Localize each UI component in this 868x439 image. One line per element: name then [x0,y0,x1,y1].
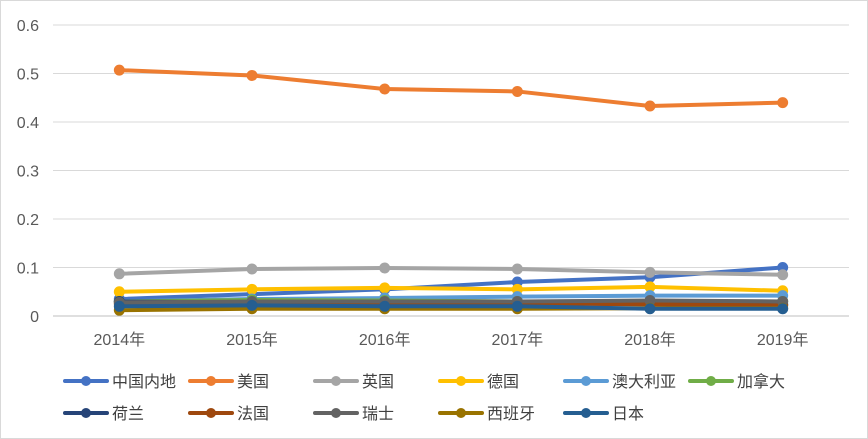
data-point [113,300,125,312]
data-point [246,263,258,275]
legend-label: 美国 [237,373,269,391]
legend-label: 法国 [237,405,269,423]
data-point [511,85,523,97]
legend-label: 英国 [362,373,394,391]
series-group [113,262,789,281]
legend-marker [331,408,341,418]
data-point [246,283,258,295]
legend-label: 澳大利亚 [612,373,676,391]
legend-item: 荷兰 [63,405,144,423]
y-tick-label: 0.3 [17,164,39,181]
y-tick-label: 0.6 [17,18,39,35]
y-tick-label: 0.1 [17,261,39,278]
legend-label: 德国 [487,373,519,391]
legend-label: 加拿大 [737,372,785,391]
legend-item: 日本 [563,405,644,423]
legend-label: 荷兰 [112,405,144,423]
series-line [117,303,785,311]
legend-item: 中国内地 [63,373,176,391]
x-tick-label: 2019年 [757,331,809,349]
legend-marker [456,376,466,386]
x-tick-label: 2015年 [226,331,278,349]
legend-marker [206,408,216,418]
data-point [644,303,656,315]
series-line [117,298,785,305]
data-point [644,100,656,112]
data-point [246,299,258,311]
legend-item: 瑞士 [313,405,394,423]
y-tick-label: 0.4 [17,115,39,132]
data-point [113,64,125,76]
data-point [511,300,523,312]
data-point [379,282,391,294]
data-point [777,269,789,281]
legend-item: 法国 [188,405,269,423]
series-group [113,64,789,112]
legend-marker [331,376,341,386]
series-group [113,299,789,315]
legend-label: 中国内地 [112,373,176,391]
x-tick-label: 2016年 [359,331,411,349]
legend-item: 美国 [188,373,269,391]
y-tick-label: 0 [30,309,39,326]
data-point [379,300,391,312]
series-line [117,265,785,277]
legend-marker [581,376,591,386]
y-tick-label: 0.2 [17,212,39,229]
legend-label: 日本 [612,405,644,423]
series-line [117,284,785,294]
x-tick-label: 2014年 [94,331,146,349]
x-tick-label: 2017年 [492,331,544,349]
data-point [113,286,125,298]
legend-label: 瑞士 [362,405,394,423]
legend-marker [81,408,91,418]
legend-item: 加拿大 [688,372,785,391]
series-line [117,68,785,108]
data-point [379,83,391,95]
data-point [644,266,656,278]
legend-item: 西班牙 [438,405,535,423]
data-point [777,97,789,109]
series-group [113,281,789,298]
legend-item: 英国 [313,373,394,391]
data-point [511,263,523,275]
legend-marker [706,376,716,386]
legend-item: 德国 [438,373,519,391]
data-point [246,69,258,81]
data-point [379,262,391,274]
data-point [777,303,789,315]
series-lines [113,64,789,316]
legend-marker [456,408,466,418]
legend-item: 澳大利亚 [563,373,676,391]
data-point [113,268,125,280]
series-line [117,265,785,302]
legend-marker [206,376,216,386]
axes: 0 0.1 0.2 0.3 0.4 0.5 0.6 2014年 2015年 2016年 2017年 2… [17,18,809,349]
legend-label: 西班牙 [487,405,535,423]
y-tick-label: 0.5 [17,67,39,84]
legend-marker [581,408,591,418]
x-tick-label: 2018年 [624,331,676,349]
legend-marker [81,376,91,386]
